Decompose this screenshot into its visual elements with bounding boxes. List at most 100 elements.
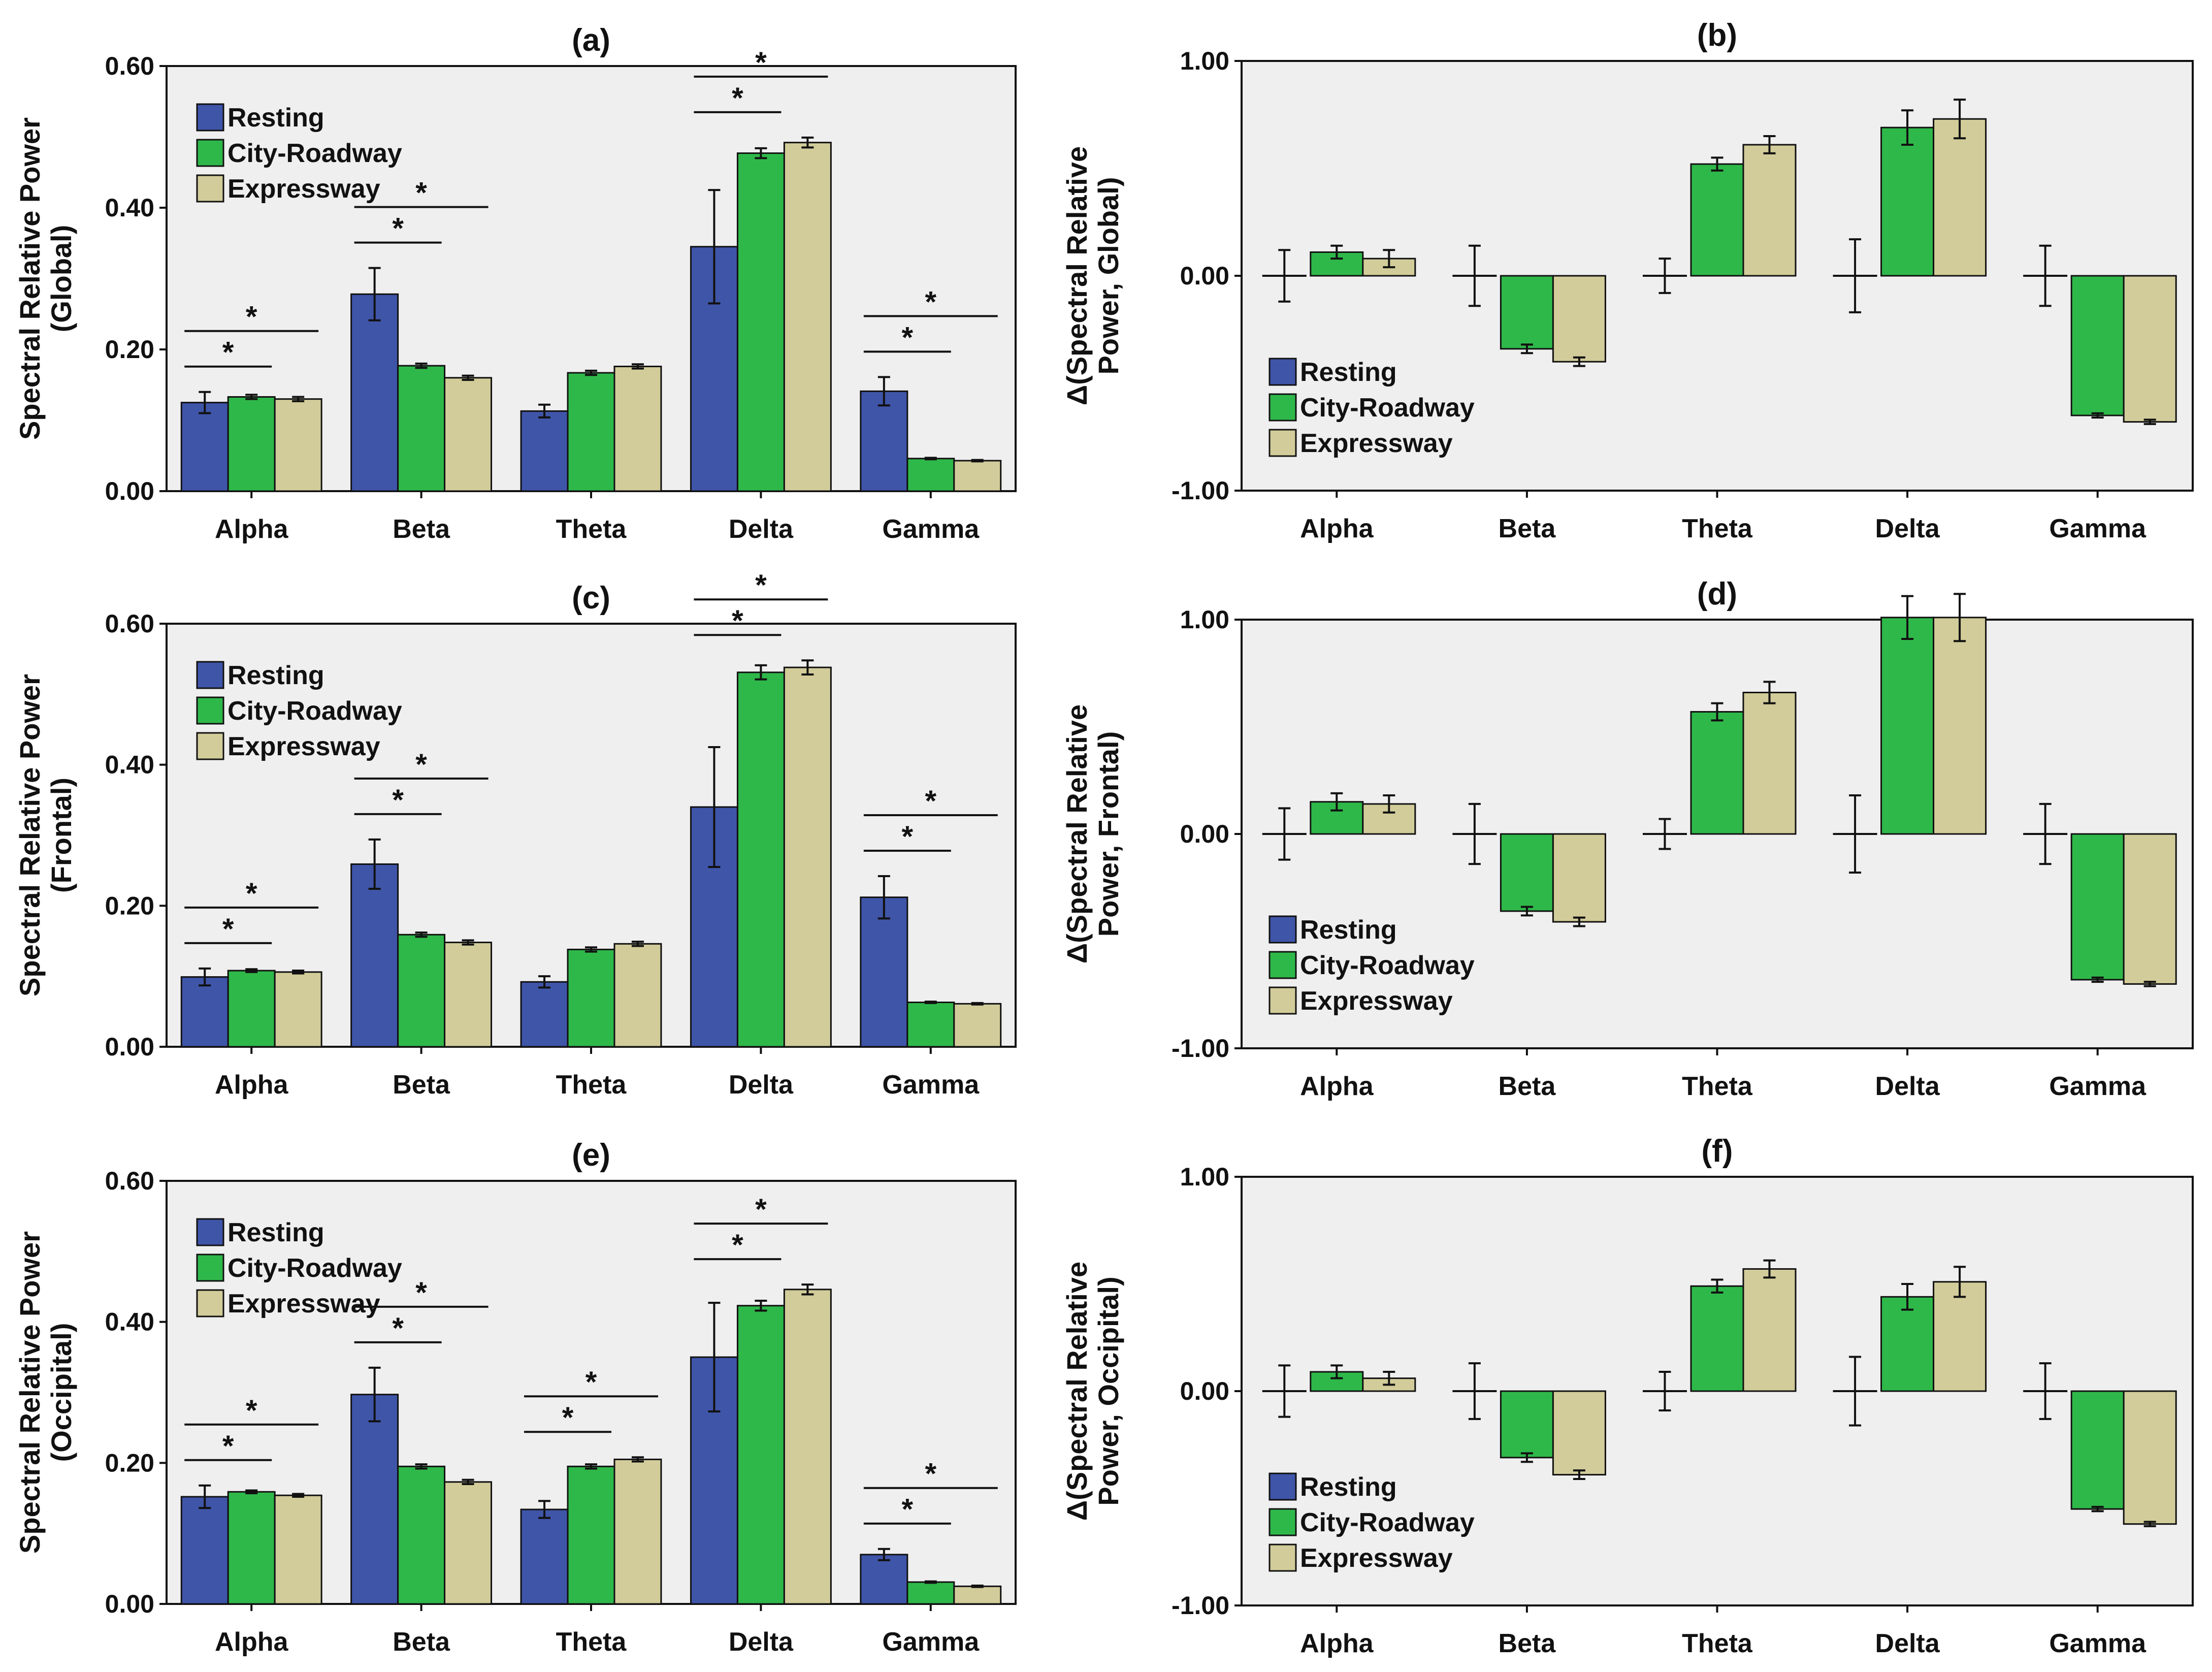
x-tick-label: Theta (1682, 1629, 1753, 1658)
legend-swatch (1268, 986, 1297, 1015)
legend-label: Resting (1300, 1472, 1397, 1502)
legend-label: Resting (227, 103, 324, 133)
x-tick-label: Alpha (1300, 1629, 1374, 1658)
legend-label: Expressway (1300, 986, 1453, 1016)
legend: Resting City-Roadway Expressway (196, 103, 402, 204)
significance-marker: * (415, 1276, 427, 1309)
bar-expressway (783, 142, 832, 492)
significance-marker: * (755, 46, 767, 79)
y-axis-label-line: (Frontal) (45, 778, 77, 893)
legend-swatch (1268, 429, 1297, 457)
x-tick-label: Beta (393, 1627, 450, 1657)
bar-expressway (953, 460, 1002, 492)
x-tick-label: Theta (556, 1070, 627, 1100)
bar-expressway (953, 1003, 1002, 1048)
x-tick-label: Beta (1499, 1629, 1556, 1658)
y-axis-label-line: Spectral Relative Power (14, 674, 46, 996)
legend-label: City-Roadway (227, 696, 402, 726)
legend-swatch (196, 1253, 224, 1282)
bar-resting (520, 981, 569, 1048)
bar-expressway (1552, 1390, 1606, 1476)
bar-city-roadway (567, 948, 615, 1048)
x-tick-label: Beta (393, 515, 450, 544)
legend-label: Resting (227, 1218, 324, 1247)
bar-city-roadway (397, 1465, 446, 1605)
significance-marker: * (925, 285, 937, 318)
x-tick-label: Delta (729, 1070, 794, 1100)
bar-city-roadway (1880, 126, 1935, 277)
panel-title: (d) (1697, 576, 1737, 612)
y-tick-label: 0.00 (105, 1033, 154, 1061)
significance-marker: * (222, 336, 234, 369)
y-tick-label: -1.00 (1172, 1591, 1229, 1620)
bar-resting (520, 410, 569, 492)
y-tick-label: 0.60 (105, 609, 154, 638)
bar-city-roadway (2070, 275, 2125, 416)
y-axis-label-line: Δ(Spectral Relative (1061, 146, 1093, 405)
y-axis-label: Spectral Relative Power(Occipital) (14, 1231, 77, 1554)
bar-city-roadway (567, 372, 615, 492)
y-tick-label: 0.20 (105, 1449, 154, 1477)
bar-expressway (1742, 144, 1797, 277)
legend-label: Expressway (1300, 429, 1453, 458)
y-tick-label: 0.40 (105, 1308, 154, 1336)
bar-expressway (1933, 118, 1987, 277)
significance-marker: * (392, 784, 404, 817)
bar-expressway (783, 666, 832, 1048)
bar-expressway (1933, 1281, 1987, 1392)
x-tick-label: Delta (1875, 1072, 1940, 1101)
legend-swatch (1268, 358, 1297, 386)
bar-expressway (274, 971, 322, 1048)
legend-label: Expressway (227, 732, 380, 761)
bar-resting (350, 863, 399, 1048)
legend: Resting City-Roadway Expressway (196, 661, 402, 761)
x-tick-label: Theta (1682, 514, 1753, 543)
x-tick-label: Alpha (215, 1627, 289, 1657)
significance-marker: * (925, 1458, 937, 1491)
y-tick-label: 0.20 (105, 891, 154, 920)
legend: Resting City-Roadway Expressway (1268, 915, 1475, 1016)
bar-resting (180, 1496, 229, 1605)
y-axis-label: Δ(Spectral RelativePower, Global) (1061, 146, 1124, 405)
panel-title: (a) (572, 23, 610, 58)
y-axis-label: Spectral Relative Power(Global) (14, 117, 77, 440)
bar-expressway (444, 1481, 493, 1605)
panel-title: (b) (1697, 18, 1737, 53)
significance-marker: * (585, 1366, 597, 1399)
legend-label: City-Roadway (1300, 951, 1475, 980)
y-tick-label: 1.00 (1180, 47, 1229, 75)
legend: Resting City-Roadway Expressway (1268, 1472, 1475, 1573)
significance-marker: * (732, 1229, 743, 1262)
x-tick-label: Gamma (2049, 1072, 2146, 1101)
legend-swatch (1268, 1508, 1297, 1536)
bar-city-roadway (1880, 617, 1935, 835)
bar-city-roadway (906, 458, 955, 492)
bar-city-roadway (1880, 1296, 1935, 1392)
x-tick-label: Delta (1875, 1629, 1940, 1658)
legend-label: Resting (227, 661, 324, 690)
x-tick-label: Theta (556, 1627, 627, 1657)
bar-expressway (783, 1289, 832, 1605)
y-tick-label: 0.00 (105, 1590, 154, 1618)
x-tick-label: Alpha (215, 1070, 289, 1100)
bar-expressway (444, 942, 493, 1048)
y-axis-label-line: Power, Occipital) (1092, 1276, 1124, 1505)
legend-swatch (196, 696, 224, 725)
bar-expressway (444, 377, 493, 492)
y-axis-label-line: Power, Frontal) (1092, 731, 1124, 937)
significance-marker: * (392, 1312, 404, 1345)
y-tick-label: -1.00 (1172, 476, 1229, 505)
bar-city-roadway (736, 1305, 785, 1605)
bar-city-roadway (1500, 275, 1554, 350)
bar-city-roadway (736, 152, 785, 492)
bar-expressway (274, 398, 322, 492)
significance-marker: * (902, 321, 914, 354)
y-axis-label-line: Δ(Spectral Relative (1061, 704, 1093, 963)
x-tick-label: Gamma (882, 1627, 980, 1657)
y-tick-label: 0.00 (105, 477, 154, 505)
x-tick-label: Theta (1682, 1072, 1753, 1101)
x-tick-label: Alpha (1300, 514, 1374, 543)
bar-city-roadway (1500, 1390, 1554, 1459)
bar-city-roadway (1690, 1285, 1744, 1392)
bar-city-roadway (1690, 163, 1744, 277)
